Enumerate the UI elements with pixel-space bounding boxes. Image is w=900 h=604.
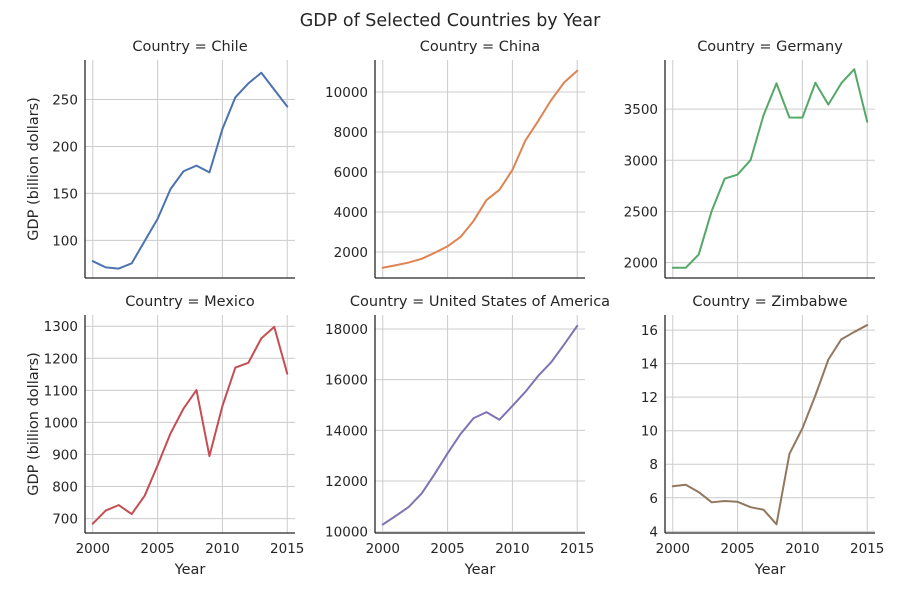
panel-3-xlabel: Year <box>174 562 206 578</box>
panel-4-xlabel: Year <box>464 562 496 578</box>
panel-0-ytick-3: 250 <box>52 92 78 108</box>
panel-2-title: Country = Germany <box>697 39 843 55</box>
facet-panels: 100 150 200 250 Country = Chile GDP (billion … <box>26 39 884 578</box>
panel-3-ytick-1: 800 <box>52 480 78 496</box>
panel-5-series-line <box>671 324 869 526</box>
panel-1: 2000 4000 6000 8000 10000 Country = China <box>325 39 585 279</box>
panel-5-ytick-5: 14 <box>641 357 658 373</box>
panel-5-ytick-0: 4 <box>649 524 658 540</box>
panel-5-ytick-2: 8 <box>649 457 658 473</box>
panel-0-ylabel: GDP (billion dollars) <box>26 97 42 241</box>
panel-4-ytick-2: 14000 <box>325 423 368 439</box>
panel-4-series-line <box>381 324 579 526</box>
panel-5-ytick-3: 10 <box>641 424 658 440</box>
panel-3-ylabel: GDP (billion dollars) <box>26 352 42 496</box>
panel-3-xtick-2: 2010 <box>205 541 239 557</box>
panel-0: 100 150 200 250 Country = Chile GDP (billion … <box>26 39 295 279</box>
panel-0-series-line <box>91 71 289 270</box>
panel-2: 2000 2500 3000 3500 Country = Germany <box>624 39 875 279</box>
panel-5-ytick-1: 6 <box>649 491 658 507</box>
panel-0-ytick-2: 200 <box>52 139 78 155</box>
panel-3-xtick-0: 2000 <box>76 541 110 557</box>
panel-1-title: Country = China <box>420 39 540 55</box>
panel-3-ytick-4: 1100 <box>44 383 78 399</box>
panel-2-ytick-0: 2000 <box>624 256 658 272</box>
panel-2-ytick-2: 3000 <box>624 153 658 169</box>
panel-5-title: Country = Zimbabwe <box>692 294 847 310</box>
panel-4-ytick-0: 10000 <box>325 525 368 541</box>
panel-1-ytick-0: 2000 <box>334 245 368 261</box>
panel-5-xlabel: Year <box>754 562 786 578</box>
panel-3-title: Country = Mexico <box>125 294 255 310</box>
panel-5-xtick-0: 2000 <box>656 541 690 557</box>
panel-1-ytick-2: 6000 <box>334 165 368 181</box>
panel-3-ytick-3: 1000 <box>44 415 78 431</box>
panel-1-ytick-4: 10000 <box>325 85 368 101</box>
panel-4-ytick-3: 16000 <box>325 373 368 389</box>
panel-3-ytick-2: 900 <box>52 447 78 463</box>
panel-4-ytick-1: 12000 <box>325 474 368 490</box>
panel-4-title: Country = United States of America <box>350 294 610 310</box>
panel-4-xtick-0: 2000 <box>366 541 400 557</box>
panel-1-ytick-1: 4000 <box>334 205 368 221</box>
panel-3-series-line <box>91 325 289 525</box>
panel-5-ytick-4: 12 <box>641 390 658 406</box>
panel-4-xtick-3: 2015 <box>560 541 594 557</box>
panel-5-ytick-6: 16 <box>641 323 658 339</box>
panel-3-xtick-3: 2015 <box>270 541 304 557</box>
panel-0-ytick-1: 150 <box>52 186 78 202</box>
panel-3-ytick-6: 1300 <box>44 319 78 335</box>
panel-4-ytick-4: 18000 <box>325 322 368 338</box>
panel-5: 4 6 8 10 12 14 16 2000 2005 2010 2015 Country = Zim… <box>641 294 885 578</box>
panel-3-ytick-5: 1200 <box>44 351 78 367</box>
panel-4-xtick-2: 2010 <box>495 541 529 557</box>
panel-0-title: Country = Chile <box>132 39 247 55</box>
panel-2-ytick-3: 3500 <box>624 102 658 118</box>
panel-0-ytick-0: 100 <box>52 233 78 249</box>
panel-1-series-line <box>381 69 579 269</box>
panel-2-ytick-1: 2500 <box>624 204 658 220</box>
panel-4: 10000 12000 14000 16000 18000 2000 2005 2010 201… <box>325 294 610 578</box>
panel-4-xtick-1: 2005 <box>430 541 464 557</box>
panel-3-ytick-0: 700 <box>52 512 78 528</box>
panel-5-xtick-2: 2010 <box>785 541 819 557</box>
panel-2-series-line <box>671 68 869 269</box>
figure-title: GDP of Selected Countries by Year <box>300 11 601 31</box>
panel-3-xtick-1: 2005 <box>140 541 174 557</box>
panel-5-xtick-1: 2005 <box>720 541 754 557</box>
panel-1-ytick-3: 8000 <box>334 125 368 141</box>
panel-5-xtick-3: 2015 <box>850 541 884 557</box>
panel-3: 700 800 900 1000 1100 1200 1300 2000 2005 2010 201… <box>26 294 304 578</box>
